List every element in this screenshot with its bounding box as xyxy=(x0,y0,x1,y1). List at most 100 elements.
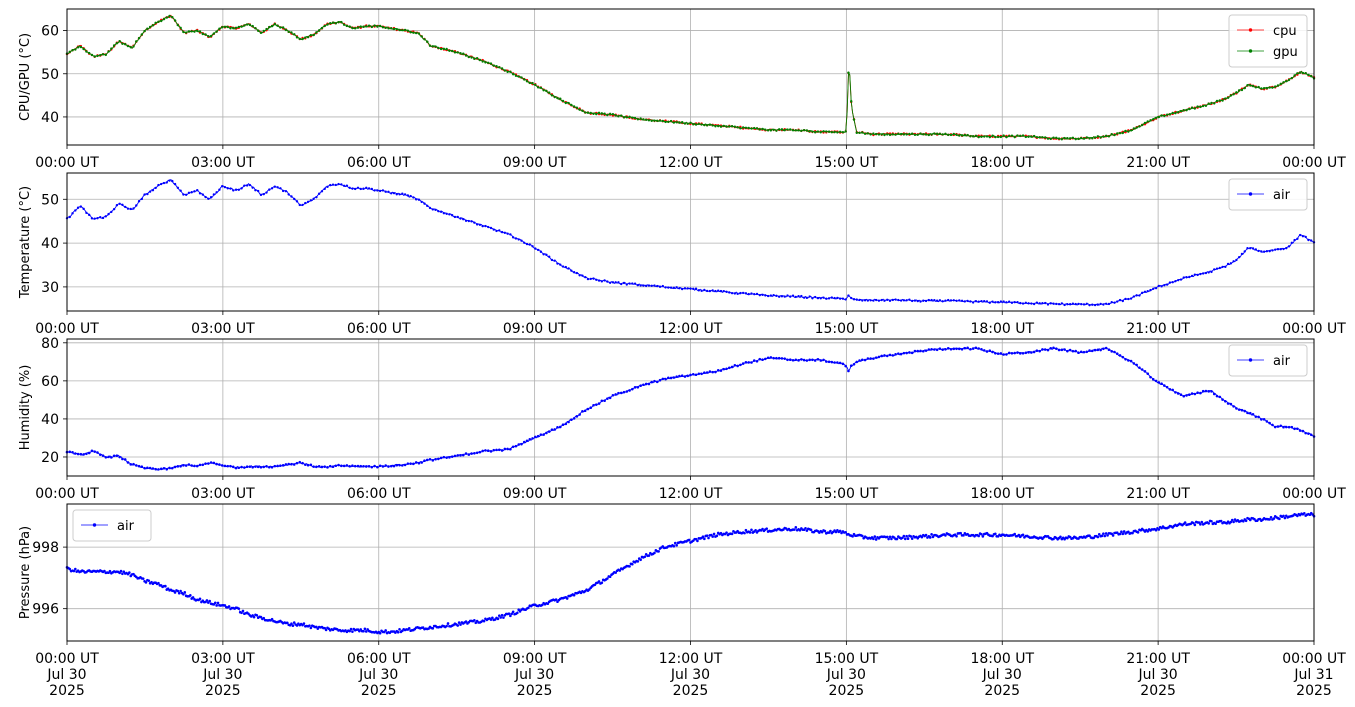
data-point xyxy=(697,122,701,126)
data-point xyxy=(162,17,166,21)
data-point xyxy=(1183,521,1187,524)
data-point xyxy=(805,529,809,532)
data-point xyxy=(786,294,789,297)
data-point xyxy=(104,215,107,218)
data-point xyxy=(467,219,471,223)
data-point xyxy=(115,42,119,45)
data-point xyxy=(1293,238,1296,242)
data-point xyxy=(213,601,217,605)
data-point xyxy=(241,609,245,613)
data-point xyxy=(783,295,786,298)
data-point xyxy=(1074,349,1077,353)
data-point xyxy=(561,423,565,427)
data-point xyxy=(499,616,502,619)
data-point xyxy=(804,527,807,530)
data-point xyxy=(389,464,393,468)
x-tick-label: 09:00 UT xyxy=(503,321,567,337)
data-point xyxy=(243,466,246,469)
data-point xyxy=(730,365,734,369)
data-point xyxy=(797,129,800,132)
data-point xyxy=(1066,137,1069,140)
legend-label-air: air xyxy=(1273,188,1291,203)
data-point xyxy=(872,537,875,541)
data-point xyxy=(927,298,931,302)
data-point xyxy=(808,129,811,133)
data-point xyxy=(705,289,709,293)
data-point xyxy=(754,528,757,532)
data-point xyxy=(401,28,404,32)
data-point xyxy=(140,197,144,201)
data-point xyxy=(1035,301,1039,304)
data-point xyxy=(1002,300,1005,303)
data-point xyxy=(708,123,712,126)
data-point xyxy=(1121,131,1124,135)
data-point xyxy=(1066,303,1069,306)
data-point xyxy=(193,464,196,468)
data-point xyxy=(240,187,243,190)
data-point xyxy=(725,367,728,371)
data-point xyxy=(1193,523,1197,527)
data-point xyxy=(916,133,919,137)
data-point xyxy=(794,295,798,299)
data-point xyxy=(1282,247,1285,251)
data-point xyxy=(1157,115,1161,119)
data-point xyxy=(226,187,229,190)
data-point xyxy=(1124,297,1127,301)
data-point xyxy=(841,362,845,366)
data-point xyxy=(196,188,199,192)
data-point xyxy=(586,277,590,281)
data-point xyxy=(470,220,473,223)
data-point xyxy=(822,296,825,299)
data-point xyxy=(805,359,809,362)
data-point xyxy=(719,289,723,293)
data-point xyxy=(193,190,196,193)
data-point xyxy=(534,247,537,250)
data-point xyxy=(184,464,188,467)
data-point xyxy=(581,274,584,277)
data-point xyxy=(1310,239,1313,242)
data-point xyxy=(365,25,368,28)
data-point xyxy=(938,347,942,350)
data-point xyxy=(320,465,324,469)
data-point xyxy=(204,33,207,36)
x-tick-label: 00:00 UT xyxy=(1282,651,1346,667)
data-point xyxy=(863,132,867,135)
data-point xyxy=(353,464,357,468)
x-tick-label: 09:00 UT xyxy=(503,486,567,502)
data-point xyxy=(1279,424,1283,428)
data-point xyxy=(281,26,285,29)
data-point xyxy=(450,455,454,458)
data-point xyxy=(844,298,847,301)
data-point xyxy=(647,119,651,122)
data-point xyxy=(1213,268,1216,271)
data-point xyxy=(980,299,983,303)
data-point xyxy=(606,397,609,400)
data-point xyxy=(121,203,124,207)
data-point xyxy=(669,119,673,123)
data-point xyxy=(595,112,598,116)
data-point xyxy=(1177,278,1180,282)
data-point xyxy=(977,347,980,350)
data-point xyxy=(506,70,509,74)
data-point xyxy=(850,296,853,300)
data-point xyxy=(935,299,939,302)
data-point xyxy=(1248,518,1252,522)
data-point xyxy=(157,183,160,187)
data-point xyxy=(1240,408,1244,412)
data-point xyxy=(966,299,969,303)
data-point xyxy=(791,129,795,132)
data-point xyxy=(340,183,343,186)
data-point xyxy=(564,422,568,426)
data-point xyxy=(672,544,676,548)
data-point xyxy=(994,301,997,304)
data-point xyxy=(708,289,712,293)
data-point xyxy=(234,466,238,470)
data-point xyxy=(606,113,609,117)
data-point xyxy=(1254,415,1258,418)
data-point xyxy=(855,360,859,364)
data-point xyxy=(797,294,800,298)
data-point xyxy=(1157,284,1161,288)
data-point xyxy=(933,132,936,135)
data-point xyxy=(885,354,889,358)
